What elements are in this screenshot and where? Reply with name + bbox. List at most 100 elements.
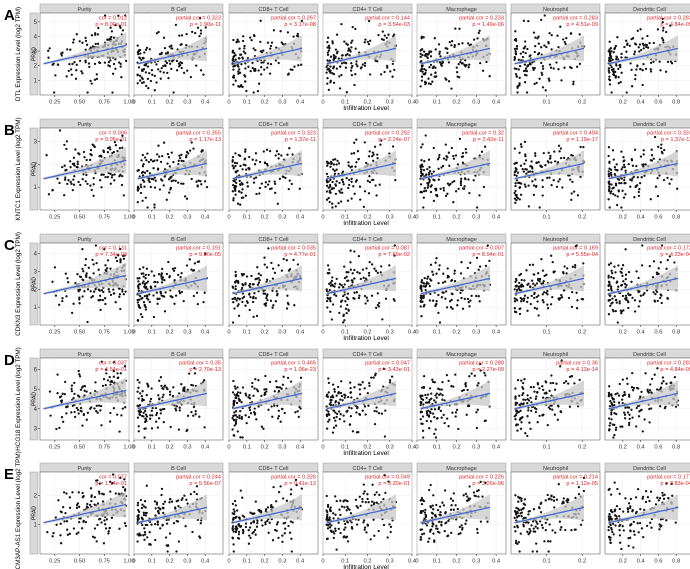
data-point — [563, 265, 566, 268]
panel-letter: C — [4, 237, 15, 254]
data-point — [163, 385, 166, 388]
data-point — [434, 401, 437, 404]
data-point — [522, 387, 525, 390]
data-point — [618, 182, 621, 185]
data-point — [526, 415, 529, 418]
x-tick-label: 0.1 — [433, 330, 441, 336]
data-point — [152, 315, 156, 319]
data-point — [94, 33, 97, 36]
data-point — [518, 312, 522, 316]
side-strip-label: PRAD — [32, 392, 38, 406]
data-point — [514, 49, 517, 53]
data-point — [161, 407, 165, 411]
data-point — [240, 62, 243, 66]
data-point — [345, 42, 348, 45]
data-point — [582, 145, 585, 149]
data-point — [542, 291, 546, 294]
data-point — [341, 170, 345, 173]
x-tick-label: 0.3 — [472, 445, 480, 451]
data-point — [81, 72, 84, 75]
data-point — [101, 298, 105, 302]
data-point — [140, 58, 143, 62]
panel-row-b: B KNTC1 Expression Level (log2 TPM) PRAD12… — [4, 117, 690, 227]
data-point — [255, 277, 258, 280]
x-tick-label: 0.1 — [433, 100, 441, 106]
data-point — [350, 41, 353, 44]
data-point — [429, 82, 432, 86]
data-point — [388, 379, 392, 382]
data-point — [385, 64, 389, 68]
data-point — [155, 32, 159, 35]
data-point — [99, 404, 103, 408]
data-point — [460, 296, 463, 300]
data-point — [236, 297, 239, 300]
data-point — [183, 387, 186, 391]
data-point — [350, 73, 354, 77]
data-point — [544, 164, 547, 167]
data-point — [241, 56, 244, 59]
fit-line — [420, 162, 491, 180]
data-point — [616, 195, 619, 198]
data-point — [446, 182, 450, 185]
data-point — [146, 152, 149, 155]
data-point — [137, 280, 140, 283]
facet-title: Macrophage — [446, 122, 477, 128]
data-point — [92, 183, 95, 186]
data-point — [608, 385, 611, 388]
y-tick-label: 1 — [34, 78, 38, 84]
data-point — [337, 57, 340, 60]
confidence-band — [137, 265, 207, 295]
data-point — [85, 173, 88, 177]
x-tick-label: 0.4 — [296, 215, 305, 221]
data-point — [527, 19, 530, 23]
data-point — [422, 50, 426, 53]
data-point — [649, 198, 652, 201]
data-point — [231, 391, 235, 394]
data-point — [620, 310, 623, 313]
confidence-band — [43, 32, 127, 65]
data-point — [298, 187, 301, 190]
data-point — [273, 182, 277, 186]
correlation-label: partial.cor = 0.283 — [553, 16, 598, 22]
data-point — [458, 76, 461, 79]
data-point — [162, 71, 165, 74]
data-point — [83, 156, 86, 159]
data-point — [241, 436, 244, 439]
data-point — [143, 51, 146, 54]
data-point — [557, 180, 560, 183]
data-point — [620, 168, 623, 171]
y-axis-label: KNTC1 Expression Level (log2 TPM) — [15, 117, 22, 220]
data-point — [161, 395, 164, 399]
data-point — [139, 52, 142, 55]
data-point — [538, 280, 541, 283]
data-point — [151, 73, 154, 76]
data-point — [237, 65, 240, 68]
data-point — [119, 372, 122, 375]
data-point — [58, 426, 61, 430]
data-point — [364, 413, 367, 416]
data-point — [338, 87, 342, 90]
data-point — [358, 393, 362, 396]
data-point — [451, 411, 454, 414]
facet-title: B Cell — [171, 7, 186, 13]
data-point — [622, 280, 625, 283]
data-point — [96, 42, 100, 45]
data-point — [553, 270, 556, 273]
data-point — [437, 178, 440, 181]
data-point — [341, 286, 345, 289]
p-value-label: p = 9.80e-05 — [189, 252, 221, 258]
data-point — [468, 375, 471, 378]
data-point — [454, 190, 458, 193]
data-point — [245, 421, 248, 425]
data-point — [524, 51, 527, 55]
data-point — [422, 294, 425, 297]
data-point — [659, 69, 662, 72]
data-point — [69, 68, 73, 71]
data-point — [124, 59, 128, 63]
data-point — [118, 295, 121, 298]
data-point — [662, 178, 666, 182]
x-tick-label: 1.00 — [123, 100, 134, 106]
data-point — [331, 394, 334, 397]
